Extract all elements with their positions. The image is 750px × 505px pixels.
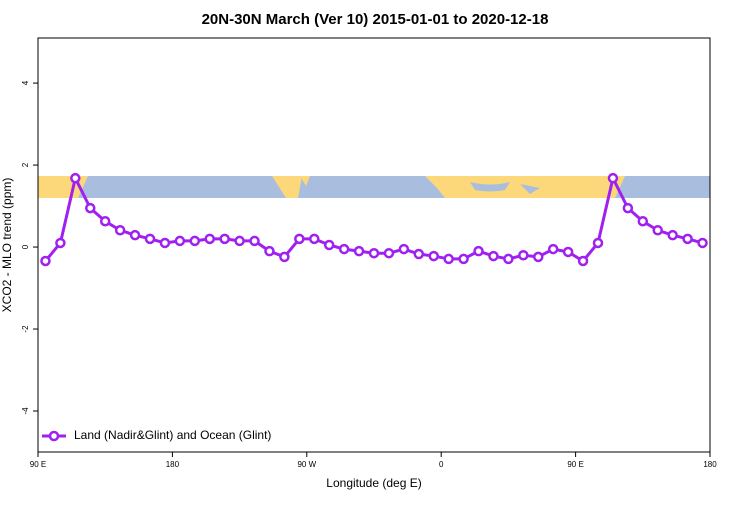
data-point bbox=[129, 229, 141, 241]
data-point bbox=[70, 172, 81, 184]
data-point bbox=[189, 235, 201, 247]
data-point bbox=[562, 246, 574, 258]
data-point bbox=[85, 202, 96, 214]
y-tick-label: 2 bbox=[21, 162, 30, 167]
data-point bbox=[652, 224, 663, 236]
data-point bbox=[503, 253, 514, 265]
data-point bbox=[353, 245, 365, 257]
chart-title: 20N-30N March (Ver 10) 2015-01-01 to 202… bbox=[202, 11, 549, 28]
data-point bbox=[323, 239, 335, 251]
x-axis-label: Longitude (deg E) bbox=[326, 476, 421, 490]
y-tick-label: 0 bbox=[21, 244, 30, 249]
x-tick-label: 90 E bbox=[567, 460, 583, 469]
data-point bbox=[398, 243, 410, 255]
data-point bbox=[458, 253, 469, 265]
x-tick-label: 90 E bbox=[30, 460, 46, 469]
y-tick-label: -2 bbox=[21, 325, 30, 333]
data-point bbox=[518, 249, 529, 261]
y-tick-label: -4 bbox=[21, 407, 30, 415]
data-point bbox=[204, 233, 215, 245]
data-point bbox=[443, 253, 454, 265]
data-point bbox=[667, 229, 678, 241]
data-point bbox=[99, 215, 111, 227]
data-point bbox=[174, 235, 186, 247]
data-point bbox=[144, 233, 156, 245]
data-point bbox=[473, 245, 484, 257]
x-tick-label: 0 bbox=[439, 460, 444, 469]
plot-frame bbox=[37, 37, 711, 453]
y-tick-label: 4 bbox=[21, 80, 30, 85]
x-tick-label: 180 bbox=[166, 460, 180, 469]
data-point bbox=[428, 250, 439, 262]
data-point bbox=[159, 237, 171, 249]
data-point bbox=[622, 202, 634, 214]
data-point bbox=[682, 233, 693, 245]
data-point bbox=[607, 172, 619, 184]
data-point bbox=[577, 255, 589, 267]
data-point bbox=[368, 247, 380, 259]
data-point bbox=[383, 247, 395, 259]
data-point bbox=[264, 245, 275, 257]
data-point bbox=[55, 237, 66, 249]
data-point bbox=[697, 237, 708, 249]
legend-marker bbox=[48, 430, 60, 442]
y-axis-label: XCO2 - MLO trend (ppm) bbox=[0, 178, 14, 313]
data-point bbox=[547, 243, 559, 255]
data-point bbox=[637, 215, 649, 227]
data-point bbox=[294, 233, 305, 245]
x-tick-label: 180 bbox=[703, 460, 717, 469]
x-tick-label: 90 W bbox=[297, 460, 316, 469]
data-point bbox=[219, 233, 230, 245]
data-point bbox=[40, 255, 51, 267]
data-point bbox=[533, 251, 544, 263]
data-point bbox=[309, 233, 320, 245]
data-point bbox=[488, 250, 499, 262]
data-point bbox=[592, 237, 604, 249]
legend-label: Land (Nadir&Glint) and Ocean (Glint) bbox=[74, 428, 271, 442]
data-point bbox=[338, 243, 350, 255]
data-point bbox=[413, 248, 425, 260]
data-point bbox=[114, 224, 126, 236]
map-band bbox=[38, 176, 710, 198]
data-point bbox=[279, 251, 290, 263]
data-point bbox=[249, 235, 260, 247]
data-point bbox=[234, 235, 245, 247]
